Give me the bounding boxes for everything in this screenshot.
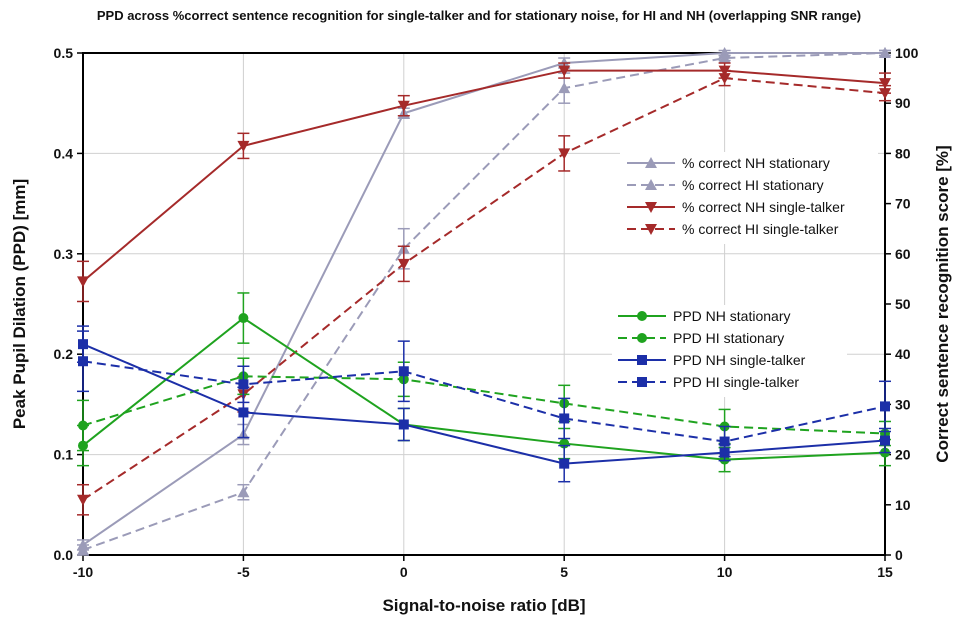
- data-point: [719, 436, 730, 447]
- data-point: [238, 313, 249, 324]
- plot-area: [82, 52, 886, 556]
- y-right-tick-label: 20: [895, 447, 911, 463]
- series-line: [82, 316, 886, 461]
- y-right-tick-label: 90: [895, 95, 911, 111]
- series-1: [77, 47, 891, 551]
- data-point: [879, 78, 891, 90]
- x-tick-label: -10: [73, 564, 93, 580]
- series-2: [77, 47, 891, 556]
- axis-ticks: -10 -5 0 5 10 15 0.0 0.1 0.2 0.3 0.4 0.5 0 10 20 30 40 50…: [54, 45, 919, 580]
- x-axis-title: Signal-to-noise ratio [dB]: [382, 596, 585, 615]
- series-4: [77, 69, 891, 516]
- data-point: [558, 65, 571, 77]
- y-left-tick-label: 0.2: [54, 346, 74, 362]
- data-point: [880, 401, 890, 412]
- x-tick-label: 0: [400, 564, 408, 580]
- data-point: [559, 458, 570, 469]
- series-layer: [77, 47, 891, 556]
- data-point: [559, 413, 570, 424]
- legend-label: PPD NH stationary: [673, 308, 790, 324]
- y-axis-title-right: Correct sentence recognition score [%]: [933, 145, 952, 462]
- data-point: [558, 148, 571, 160]
- x-tick-label: -5: [237, 564, 250, 580]
- y-left-tick-label: 0.3: [54, 246, 74, 262]
- y-axis-title-left: Peak Pupil Dilation (PPD) [mm]: [10, 179, 29, 429]
- y-right-tick-label: 80: [895, 145, 911, 161]
- legend-marker: [637, 333, 647, 343]
- grid: [83, 53, 885, 555]
- data-point: [237, 140, 250, 152]
- x-tick-label: 15: [877, 564, 893, 580]
- y-right-tick-label: 60: [895, 246, 911, 262]
- y-right-tick-label: 100: [895, 45, 919, 61]
- data-point: [397, 100, 410, 112]
- legend-score-entry: % correct HI single-talker: [627, 221, 839, 237]
- legend-ppd-entry: PPD NH stationary: [618, 308, 790, 324]
- legend-marker: [645, 202, 657, 213]
- data-point: [879, 88, 891, 100]
- y-right-tick-label: 10: [895, 497, 911, 513]
- data-point: [77, 543, 89, 555]
- y-left-tick-label: 0.5: [54, 45, 74, 61]
- data-point: [398, 366, 409, 377]
- legend-score-entry: % correct NH single-talker: [627, 199, 845, 215]
- legend-ppd-entry: PPD HI stationary: [618, 330, 784, 346]
- y-left-tick-label: 0.0: [54, 547, 74, 563]
- y-left-tick-label: 0.1: [54, 447, 74, 463]
- legend-score-entry: % correct HI stationary: [627, 177, 824, 193]
- series-line: [82, 360, 886, 443]
- series-line: [82, 77, 886, 501]
- legend-label: % correct HI single-talker: [682, 221, 839, 237]
- y-right-tick-label: 70: [895, 196, 911, 212]
- chart-title: PPD across %correct sentence recognition…: [97, 8, 861, 23]
- legend-label: PPD NH single-talker: [673, 352, 806, 368]
- legend-marker: [645, 224, 657, 235]
- data-point: [77, 494, 89, 506]
- series-line: [82, 52, 885, 546]
- data-point: [77, 276, 89, 288]
- y-right-tick-label: 40: [895, 346, 911, 362]
- legend-marker: [645, 157, 657, 168]
- series-line: [82, 69, 886, 283]
- data-point: [880, 435, 890, 446]
- legend-ppd-entry: PPD NH single-talker: [618, 352, 806, 368]
- legend-label: PPD HI single-talker: [673, 374, 799, 390]
- x-tick-label: 5: [560, 564, 568, 580]
- y-left-tick-label: 0.4: [54, 145, 74, 161]
- data-point: [397, 258, 410, 270]
- x-tick-label: 10: [717, 564, 733, 580]
- data-point: [398, 419, 409, 430]
- legend-marker: [637, 311, 647, 321]
- series-line: [82, 375, 886, 435]
- data-point: [879, 47, 891, 58]
- legend: % correct NH stationary % correct HI stat…: [612, 152, 878, 397]
- legend-marker: [637, 355, 647, 365]
- legend-label: % correct NH stationary: [682, 155, 830, 171]
- legend-label: PPD HI stationary: [673, 330, 784, 346]
- data-point: [718, 52, 731, 64]
- data-point: [718, 73, 731, 85]
- y-right-tick-label: 50: [895, 296, 911, 312]
- data-point: [78, 420, 88, 431]
- legend-marker: [637, 377, 647, 387]
- data-point: [238, 379, 249, 390]
- y-right-tick-label: 0: [895, 547, 903, 563]
- legend-marker: [645, 179, 657, 190]
- legend-label: % correct HI stationary: [682, 177, 824, 193]
- legend-ppd-entry: PPD HI single-talker: [618, 374, 799, 390]
- series-line: [82, 343, 886, 465]
- data-point: [237, 486, 250, 498]
- legend-label: % correct NH single-talker: [682, 199, 845, 215]
- series-8: [77, 330, 891, 458]
- legend-score-entry: % correct NH stationary: [627, 155, 830, 171]
- series-line: [82, 52, 886, 551]
- y-right-tick-label: 30: [895, 396, 911, 412]
- data-point: [78, 356, 88, 367]
- data-point: [558, 82, 571, 94]
- data-point: [238, 407, 249, 418]
